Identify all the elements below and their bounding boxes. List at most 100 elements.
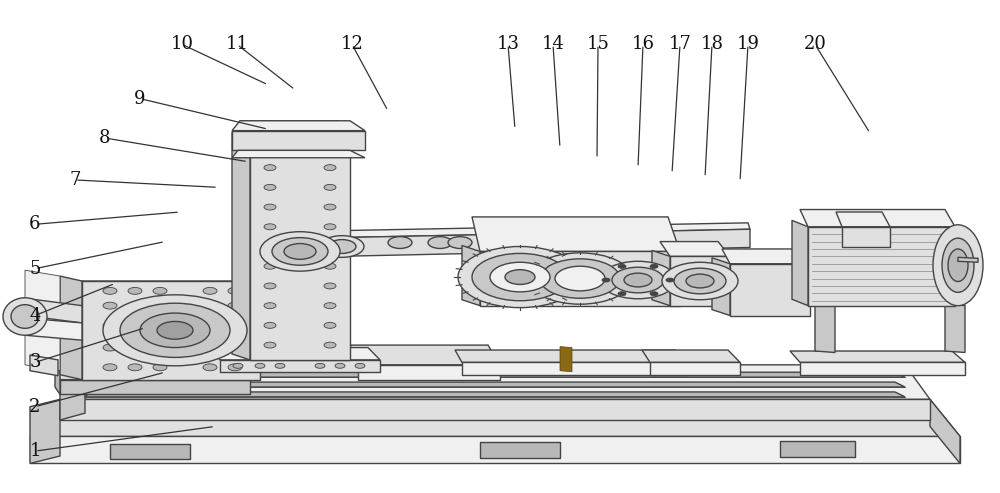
Ellipse shape — [324, 204, 336, 210]
Ellipse shape — [264, 283, 276, 289]
Ellipse shape — [612, 267, 664, 293]
Text: 8: 8 — [99, 129, 111, 147]
Ellipse shape — [103, 302, 117, 309]
Ellipse shape — [662, 262, 738, 300]
Polygon shape — [660, 242, 730, 256]
Polygon shape — [455, 350, 688, 362]
Ellipse shape — [128, 364, 142, 371]
Polygon shape — [60, 399, 930, 420]
Ellipse shape — [600, 261, 676, 299]
Ellipse shape — [153, 302, 167, 309]
Polygon shape — [792, 220, 808, 306]
Ellipse shape — [103, 344, 117, 351]
Ellipse shape — [335, 363, 345, 368]
Ellipse shape — [324, 263, 336, 269]
Polygon shape — [650, 362, 740, 375]
Text: 2: 2 — [29, 398, 41, 416]
Polygon shape — [60, 365, 85, 420]
Polygon shape — [30, 355, 58, 376]
Polygon shape — [240, 121, 350, 138]
Ellipse shape — [324, 283, 336, 289]
Ellipse shape — [618, 264, 626, 268]
Polygon shape — [808, 227, 955, 306]
Polygon shape — [335, 223, 750, 238]
Ellipse shape — [324, 244, 336, 249]
Ellipse shape — [260, 232, 340, 271]
Text: 15: 15 — [587, 35, 609, 53]
Polygon shape — [60, 365, 930, 399]
Ellipse shape — [320, 236, 364, 257]
Ellipse shape — [505, 270, 535, 284]
Ellipse shape — [264, 322, 276, 328]
Ellipse shape — [458, 246, 582, 308]
Ellipse shape — [203, 344, 217, 351]
Text: 4: 4 — [29, 307, 41, 324]
Text: 3: 3 — [29, 353, 41, 371]
Ellipse shape — [324, 165, 336, 171]
Ellipse shape — [472, 253, 568, 301]
Polygon shape — [60, 380, 250, 394]
Polygon shape — [350, 345, 500, 365]
Polygon shape — [480, 442, 560, 458]
Ellipse shape — [328, 240, 356, 253]
Polygon shape — [712, 258, 730, 316]
Ellipse shape — [233, 363, 243, 368]
Ellipse shape — [3, 298, 47, 335]
Polygon shape — [780, 441, 855, 457]
Polygon shape — [800, 210, 955, 227]
Ellipse shape — [275, 363, 285, 368]
Polygon shape — [790, 351, 965, 362]
Ellipse shape — [264, 303, 276, 309]
Polygon shape — [25, 298, 82, 323]
Text: 9: 9 — [134, 90, 146, 107]
Ellipse shape — [284, 244, 316, 259]
Polygon shape — [110, 444, 190, 459]
Polygon shape — [836, 212, 890, 227]
Ellipse shape — [103, 322, 117, 329]
Ellipse shape — [264, 244, 276, 249]
Ellipse shape — [324, 184, 336, 190]
Polygon shape — [800, 362, 965, 375]
Ellipse shape — [264, 342, 276, 348]
Ellipse shape — [264, 204, 276, 210]
Ellipse shape — [120, 303, 230, 357]
Polygon shape — [30, 399, 60, 463]
Text: 7: 7 — [69, 171, 81, 189]
Ellipse shape — [153, 344, 167, 351]
Polygon shape — [55, 360, 60, 394]
Polygon shape — [220, 360, 380, 372]
Polygon shape — [480, 251, 680, 306]
Ellipse shape — [540, 259, 620, 298]
Polygon shape — [85, 372, 905, 377]
Polygon shape — [85, 392, 905, 397]
Ellipse shape — [128, 322, 142, 329]
Polygon shape — [30, 399, 960, 436]
Polygon shape — [85, 382, 905, 387]
Polygon shape — [815, 304, 835, 352]
Polygon shape — [722, 249, 810, 264]
Ellipse shape — [153, 287, 167, 294]
Polygon shape — [232, 150, 365, 158]
Ellipse shape — [128, 302, 142, 309]
Ellipse shape — [103, 295, 247, 366]
Polygon shape — [250, 138, 350, 360]
Polygon shape — [338, 229, 750, 256]
Ellipse shape — [428, 237, 452, 248]
Ellipse shape — [686, 274, 714, 288]
Text: 11: 11 — [226, 35, 248, 53]
Ellipse shape — [674, 268, 726, 294]
Ellipse shape — [650, 292, 658, 296]
Ellipse shape — [528, 253, 632, 304]
Polygon shape — [958, 257, 978, 262]
Text: 1: 1 — [29, 442, 41, 460]
Ellipse shape — [255, 363, 265, 368]
Ellipse shape — [203, 364, 217, 371]
Polygon shape — [82, 281, 260, 360]
Polygon shape — [652, 250, 670, 306]
Polygon shape — [25, 270, 60, 371]
Ellipse shape — [602, 278, 610, 282]
Polygon shape — [82, 281, 260, 380]
Ellipse shape — [324, 303, 336, 309]
Polygon shape — [472, 217, 680, 251]
Polygon shape — [930, 399, 960, 463]
